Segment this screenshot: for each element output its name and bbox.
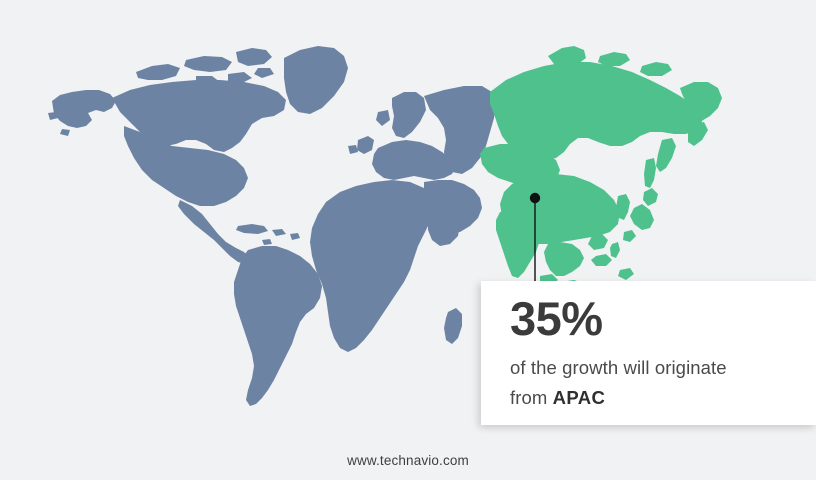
callout-box: 35% of the growth will originate from AP…: [481, 281, 816, 425]
map-region-taiwan: [610, 242, 620, 258]
map-region-united-states: [124, 126, 248, 206]
callout-region-emphasis: APAC: [552, 386, 606, 408]
map-region-russian-far-east: [656, 82, 722, 172]
map-region-siberia: [490, 62, 702, 160]
map-region-canada: [112, 80, 286, 152]
callout-stat-value: 35%: [510, 292, 603, 345]
map-region-southeast-asia: [544, 242, 584, 276]
map-region-taymyr: [548, 46, 672, 76]
map-regions-base: [48, 46, 496, 406]
map-region-japan: [623, 188, 658, 242]
callout-description-line2-prefix: from: [510, 386, 553, 408]
callout-description: of the growth will originate from APAC: [510, 353, 816, 413]
callout-description-line1: of the growth will originate: [510, 356, 727, 378]
map-regions-apac-highlight: [480, 46, 722, 296]
world-map-svg: [48, 46, 722, 406]
map-region-europe: [372, 140, 456, 180]
map-region-scandinavia: [376, 92, 426, 138]
map-region-caribbean: [236, 224, 300, 245]
map-region-western-russia: [424, 86, 496, 174]
map-region-arctic-islands: [136, 48, 274, 86]
map-region-sakhalin: [644, 158, 656, 188]
footer: www.technavio.com: [0, 440, 816, 480]
map-region-british-isles: [348, 136, 374, 154]
map-region-madagascar: [444, 308, 462, 344]
footer-url-text: www.technavio.com: [347, 452, 469, 468]
map-region-alaska: [48, 90, 116, 136]
map-region-india: [496, 210, 540, 278]
world-map: [48, 46, 722, 406]
map-region-korea: [616, 194, 630, 220]
map-region-arabia: [428, 206, 460, 246]
map-region-greenland: [284, 46, 348, 114]
map-region-africa: [310, 180, 434, 352]
map-region-south-america: [234, 246, 322, 406]
map-region-mexico-central-america: [178, 200, 250, 264]
